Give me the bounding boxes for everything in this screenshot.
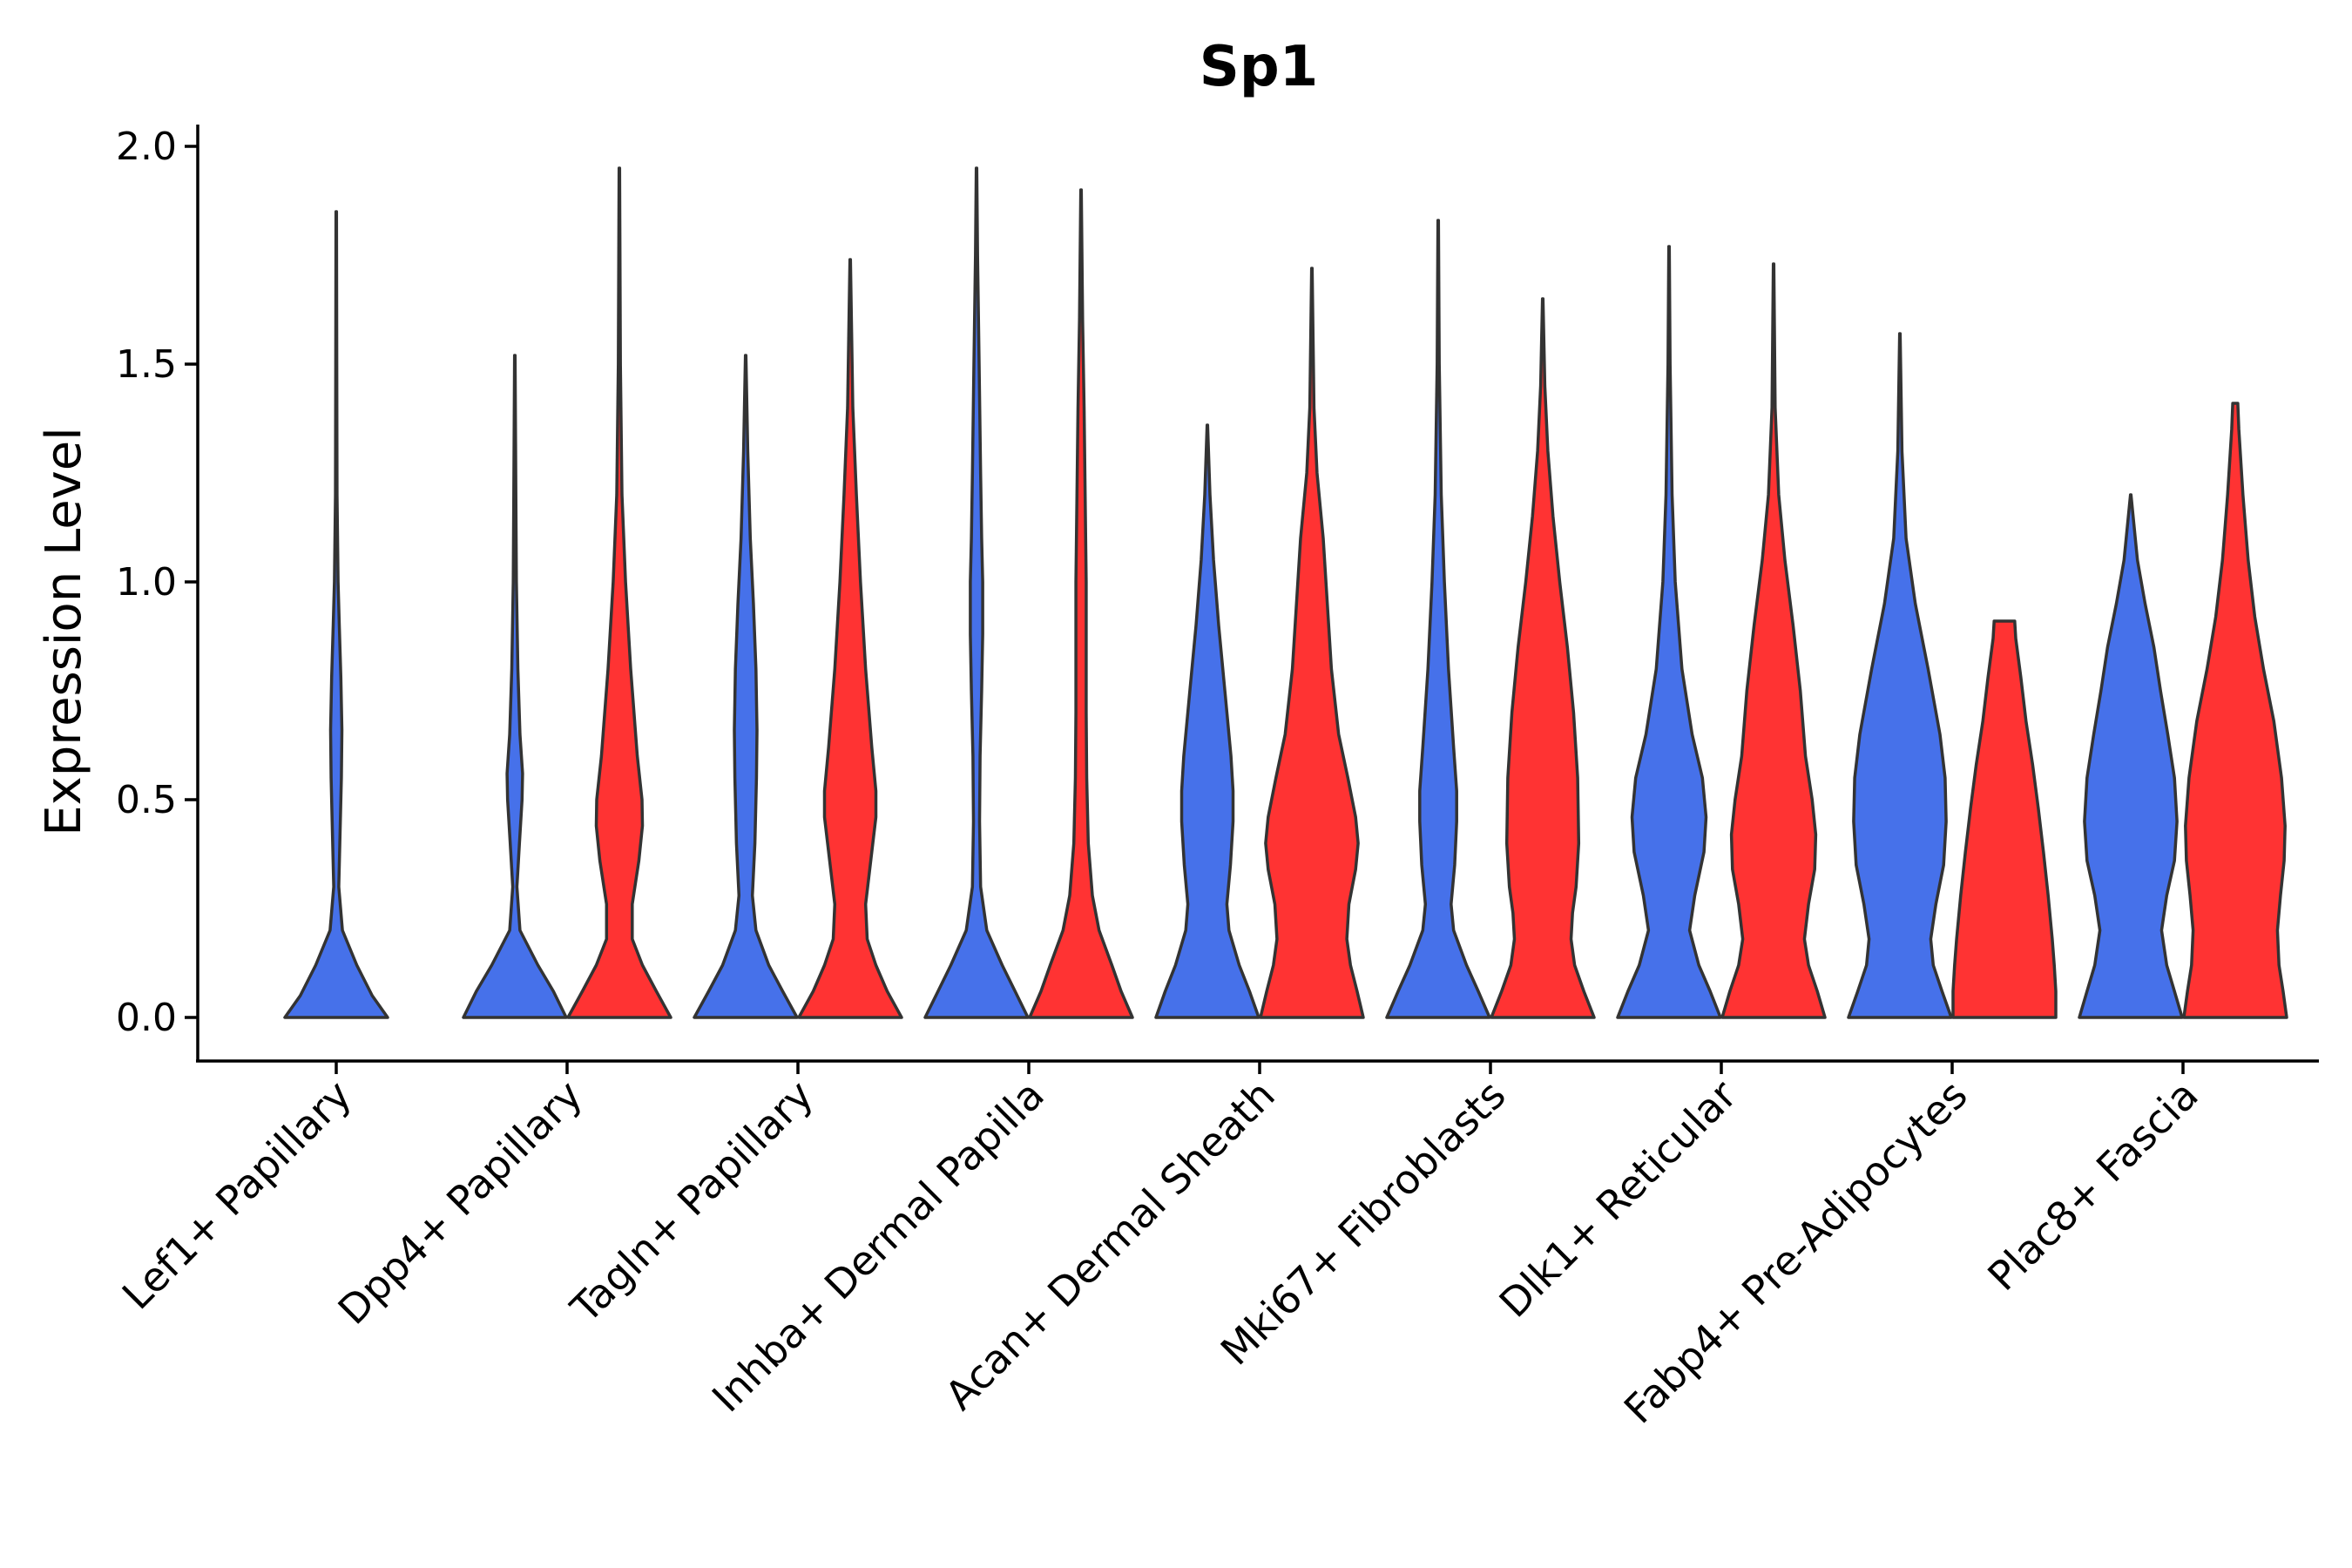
x-tick-label: Lef1+ Papillary (113, 1071, 361, 1319)
x-tick-label: Dlk1+ Reticular (1490, 1071, 1746, 1327)
violin-group2 (1951, 619, 2058, 1019)
violin-group1 (693, 354, 799, 1019)
x-tick-label: Dpp4+ Papillary (329, 1071, 591, 1334)
violin-group2 (797, 258, 903, 1019)
violin-group2 (1490, 297, 1596, 1019)
violin-group2 (1028, 188, 1134, 1019)
x-tick-label: Plac8+ Fascia (1978, 1071, 2207, 1300)
y-tick-label: 2.0 (116, 125, 177, 169)
y-tick-label: 0.5 (116, 778, 177, 822)
x-tick-label: Tagln+ Papillary (561, 1071, 822, 1333)
y-tick-label: 1.5 (116, 342, 177, 387)
violin-group1 (1154, 423, 1260, 1019)
y-tick-label: 0.0 (116, 996, 177, 1040)
violin-group1 (1616, 245, 1722, 1019)
violin-group2 (1259, 267, 1365, 1019)
violin-group1 (1847, 332, 1953, 1019)
violin-group2 (1720, 262, 1827, 1019)
violin-group1 (1385, 219, 1491, 1019)
violin-group1 (283, 210, 389, 1019)
violin-group1 (462, 354, 568, 1019)
violin-group1 (2078, 493, 2184, 1019)
violin-group1 (923, 166, 1030, 1019)
y-axis-ticks: 0.0 0.5 1.0 1.5 2.0 (116, 125, 198, 1040)
violin-group (283, 166, 2288, 1019)
violin-group2 (566, 166, 672, 1019)
chart-title: Sp1 (1200, 35, 1318, 99)
y-tick-label: 1.0 (116, 560, 177, 605)
y-axis-label: Expression Level (36, 427, 92, 836)
violin-group2 (2182, 402, 2288, 1019)
